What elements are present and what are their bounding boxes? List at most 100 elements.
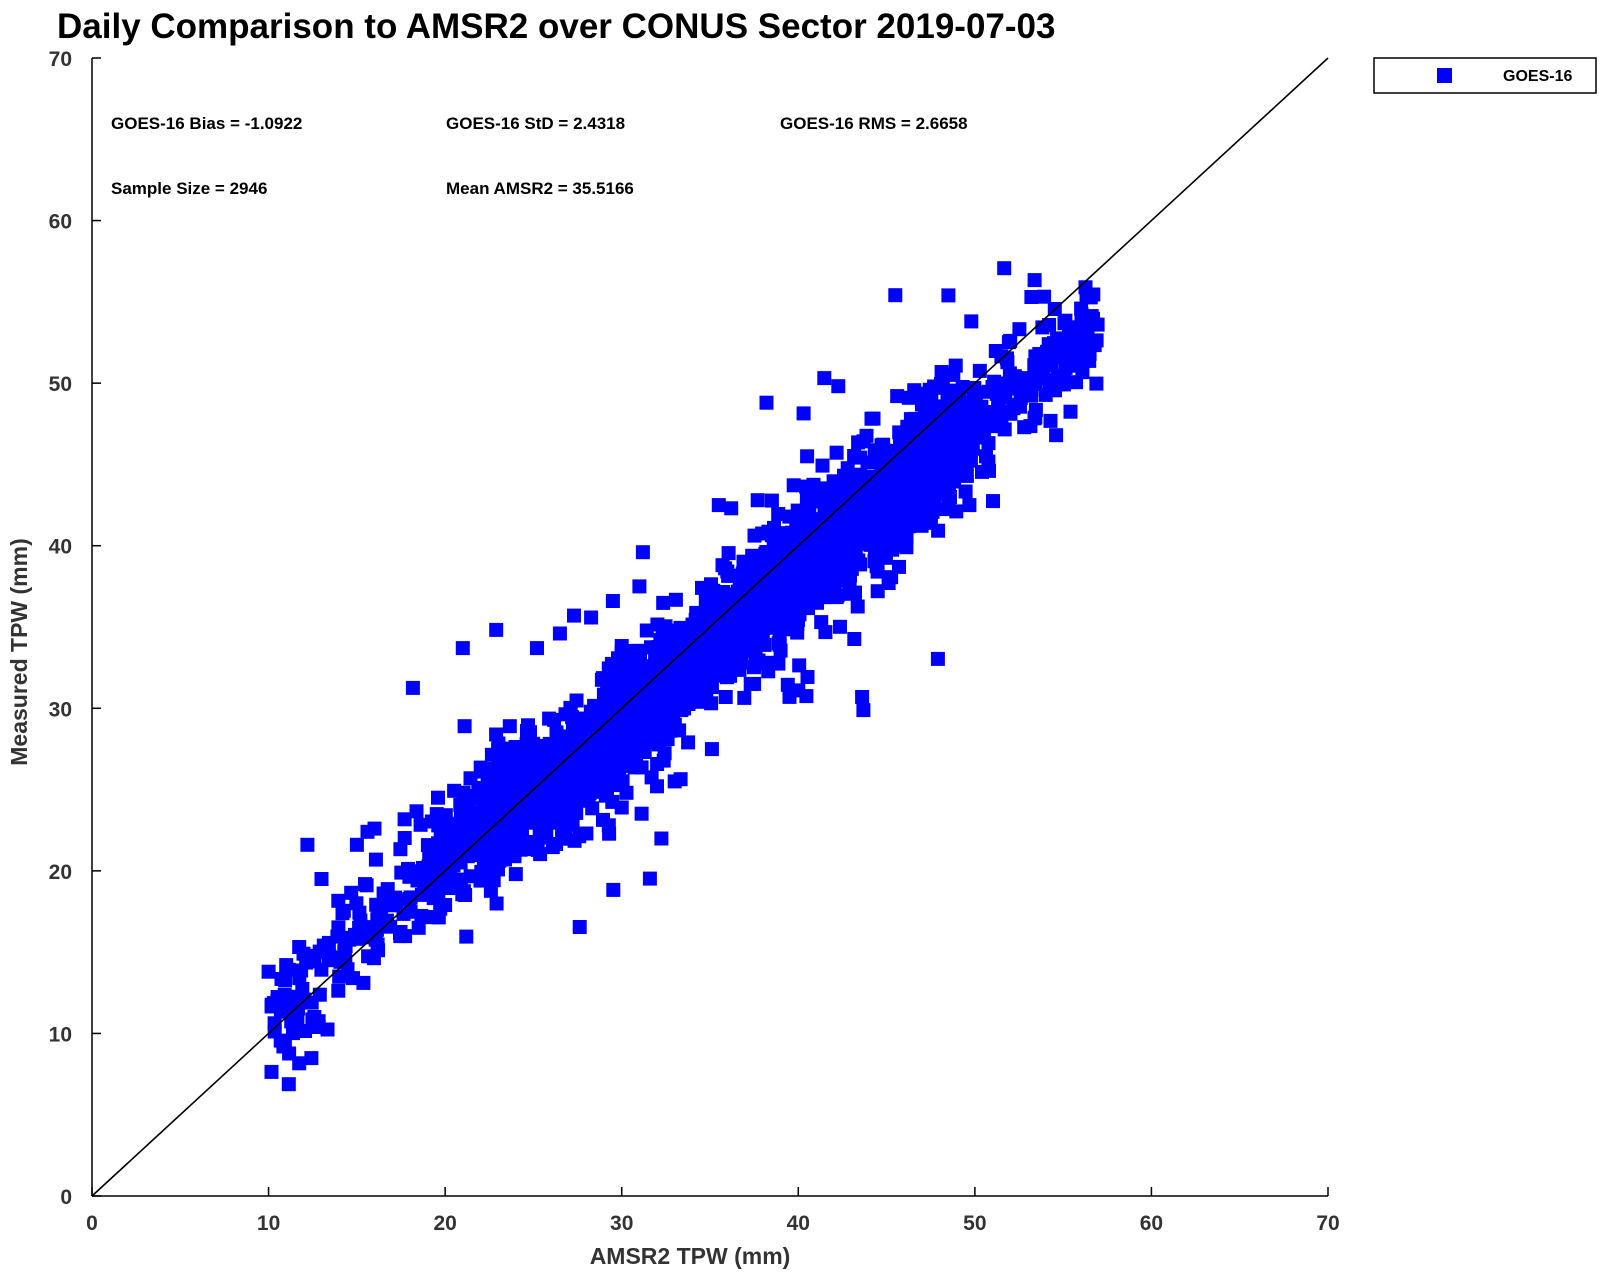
- data-point: [905, 458, 920, 473]
- data-point: [829, 532, 844, 547]
- data-point: [567, 608, 581, 623]
- data-point: [910, 434, 925, 449]
- data-point: [636, 665, 651, 680]
- data-point: [855, 690, 870, 704]
- data-point: [463, 790, 478, 805]
- data-point: [901, 390, 916, 405]
- data-point: [610, 724, 624, 739]
- data-point: [1043, 413, 1058, 428]
- stat-mean-amsr2: Mean AMSR2 = 35.5166: [446, 179, 634, 198]
- legend: GOES-16: [1373, 57, 1597, 94]
- data-point: [948, 358, 963, 373]
- data-point: [963, 453, 978, 468]
- data-point: [644, 680, 659, 695]
- data-point: [564, 752, 579, 767]
- data-point: [614, 800, 629, 815]
- data-point: [639, 623, 654, 638]
- data-point: [1042, 318, 1057, 332]
- data-point: [718, 651, 733, 666]
- data-point: [800, 449, 815, 464]
- data-point: [786, 478, 801, 493]
- data-point: [997, 261, 1012, 276]
- data-point: [612, 757, 627, 772]
- data-point: [927, 441, 941, 456]
- data-point: [870, 584, 885, 599]
- data-point: [799, 492, 814, 507]
- data-point: [934, 365, 949, 379]
- scatter-points: [261, 261, 1105, 1092]
- data-point: [942, 413, 956, 428]
- data-point: [393, 925, 408, 939]
- data-point: [505, 791, 520, 806]
- data-point: [667, 774, 682, 789]
- data-point: [299, 955, 314, 970]
- data-point: [920, 454, 935, 469]
- tick-labels: 0 10 20 30 40 50 60 70 0 10 20 30 40 50 60 70: [49, 48, 1340, 1235]
- data-point: [830, 507, 845, 522]
- data-point: [734, 655, 749, 670]
- data-point: [642, 871, 657, 886]
- legend-marker-square-icon: [1437, 68, 1452, 83]
- data-point: [482, 762, 497, 776]
- legend-label-goes-16: GOES-16: [1503, 68, 1572, 85]
- data-point: [1024, 290, 1039, 304]
- y-tick-label: 20: [49, 861, 72, 884]
- data-point: [884, 570, 899, 585]
- data-point: [322, 949, 337, 964]
- data-point: [972, 363, 987, 378]
- data-point: [1084, 309, 1099, 324]
- data-point: [847, 632, 862, 646]
- data-point: [1017, 420, 1032, 435]
- data-point: [986, 494, 1000, 509]
- data-point: [274, 972, 289, 986]
- data-point: [617, 657, 632, 672]
- data-point: [790, 551, 805, 566]
- data-point: [331, 983, 346, 998]
- data-point: [747, 676, 762, 691]
- stat-rms: GOES-16 RMS = 2.6658: [780, 114, 968, 133]
- data-point: [635, 545, 650, 560]
- data-point: [660, 651, 675, 666]
- data-point: [1003, 333, 1018, 348]
- data-point: [300, 837, 315, 852]
- data-point: [1083, 290, 1098, 305]
- data-point: [941, 383, 956, 398]
- data-point: [520, 756, 535, 771]
- data-point: [656, 595, 671, 610]
- data-point: [1057, 316, 1072, 331]
- data-point: [447, 783, 462, 798]
- data-point: [955, 466, 970, 481]
- x-tick-label: 50: [963, 1212, 986, 1235]
- data-point: [590, 784, 605, 799]
- data-point: [888, 288, 903, 303]
- data-point: [541, 801, 556, 816]
- data-point: [976, 430, 991, 445]
- data-point: [552, 626, 567, 641]
- data-point: [349, 896, 364, 911]
- x-tick-label: 30: [610, 1212, 633, 1235]
- data-point: [746, 568, 760, 583]
- data-point: [677, 638, 692, 652]
- data-point: [402, 892, 417, 906]
- data-point: [477, 808, 492, 823]
- data-point: [393, 842, 408, 857]
- data-point: [1082, 346, 1097, 361]
- data-point: [834, 482, 849, 497]
- data-point: [414, 909, 429, 923]
- data-point: [922, 499, 937, 514]
- data-point: [533, 847, 548, 862]
- data-point: [940, 469, 955, 484]
- data-point: [926, 402, 940, 417]
- data-point: [337, 944, 352, 959]
- stat-sample-size: Sample Size = 2946: [111, 179, 267, 198]
- data-point: [920, 387, 935, 402]
- data-point: [817, 371, 832, 386]
- chart-title: Daily Comparison to AMSR2 over CONUS Sec…: [57, 7, 1055, 46]
- data-point: [870, 564, 885, 579]
- y-tick-label: 70: [49, 48, 72, 71]
- data-point: [298, 1024, 312, 1038]
- data-point: [865, 455, 880, 470]
- data-point: [737, 690, 752, 705]
- data-point: [632, 579, 647, 594]
- data-point: [658, 619, 673, 634]
